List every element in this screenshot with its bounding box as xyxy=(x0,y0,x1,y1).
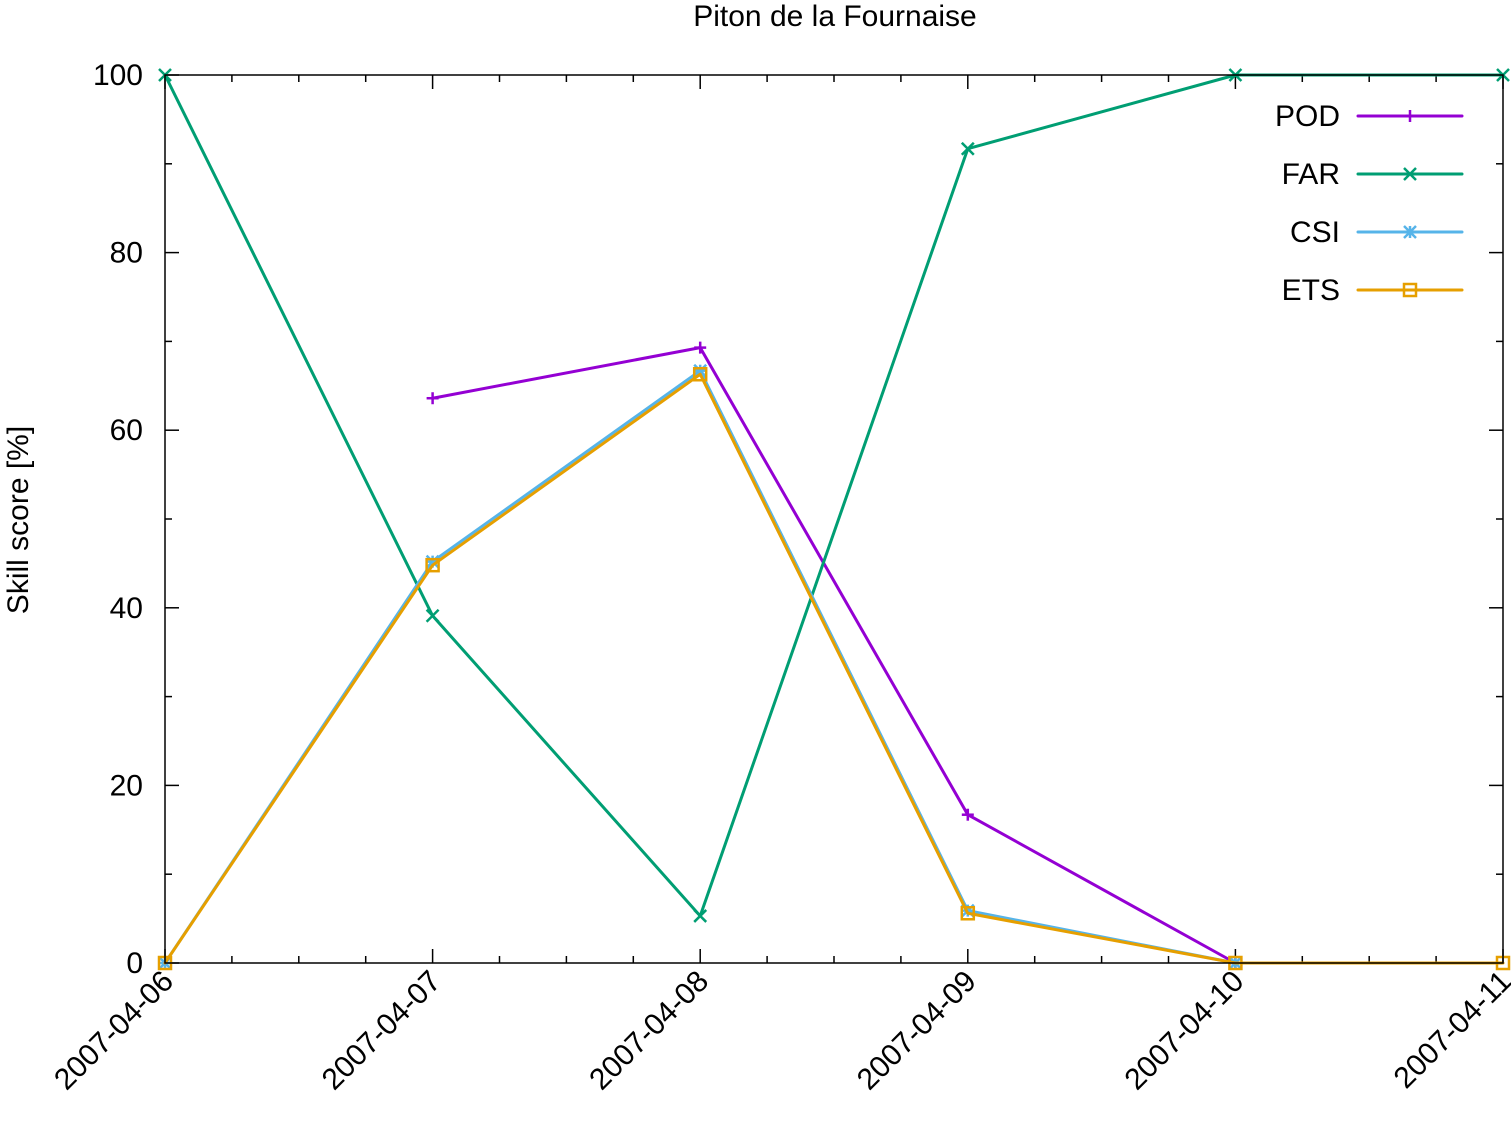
y-tick-label: 0 xyxy=(126,947,143,980)
series-line-pod xyxy=(431,346,1237,965)
y-tick-label: 60 xyxy=(110,414,143,447)
x-tick-label: 2007-04-08 xyxy=(583,965,715,1097)
legend-marker-ets xyxy=(1402,282,1418,298)
legend-marker-csi xyxy=(1403,225,1417,239)
axis-ticks: 0 20 40 60 80 100 2007-04-06 2007-04-07 2007-04-… xyxy=(48,59,1511,1096)
series-line-far xyxy=(163,73,1505,918)
data-point-far xyxy=(693,909,708,923)
series-far xyxy=(158,68,1510,923)
data-point-pod xyxy=(694,341,707,354)
x-tick-label: 2007-04-10 xyxy=(1118,965,1250,1097)
data-point-pod xyxy=(426,392,439,405)
series-line-ets xyxy=(163,372,1505,965)
series-csi xyxy=(158,363,1243,970)
data-point-far xyxy=(960,141,975,156)
x-tick-label: 2007-04-06 xyxy=(48,965,180,1097)
data-point-ets xyxy=(692,367,708,382)
plot-frame xyxy=(164,74,1504,964)
x-tick-label: 2007-04-11 xyxy=(1388,965,1511,1095)
y-tick-label: 40 xyxy=(110,592,143,625)
y-tick-label: 20 xyxy=(110,769,143,802)
data-point-ets xyxy=(960,906,976,921)
legend: POD FAR CSI ETS xyxy=(1275,100,1464,307)
legend-label-pod: POD xyxy=(1275,100,1340,133)
data-point-pod xyxy=(961,808,974,821)
chart-title: Piton de la Fournaise xyxy=(693,0,977,33)
legend-label-csi: CSI xyxy=(1290,216,1340,249)
x-tick-label: 2007-04-09 xyxy=(851,965,983,1097)
series-group xyxy=(157,68,1511,971)
y-tick-label: 100 xyxy=(93,59,143,92)
data-point-ets xyxy=(425,557,440,573)
series-pod xyxy=(426,341,1242,969)
y-tick-label: 80 xyxy=(110,237,143,270)
series-ets xyxy=(157,367,1511,971)
data-point-far xyxy=(425,608,440,623)
x-tick-label: 2007-04-07 xyxy=(316,965,448,1097)
legend-label-ets: ETS xyxy=(1282,274,1340,307)
legend-marker-far xyxy=(1403,167,1417,181)
y-axis-label: Skill score [%] xyxy=(2,426,35,614)
legend-label-far: FAR xyxy=(1282,158,1340,191)
legend-marker-pod xyxy=(1404,110,1416,122)
